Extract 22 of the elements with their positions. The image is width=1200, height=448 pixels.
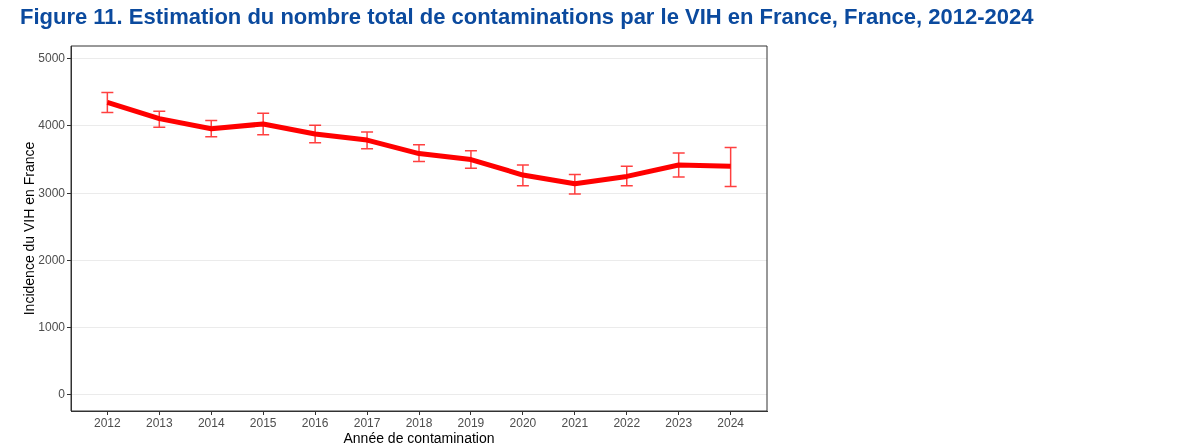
- x-tick-label: 2023: [665, 415, 693, 430]
- y-tick-label: 4000: [38, 118, 66, 133]
- x-tick-label: 2020: [509, 415, 537, 430]
- x-tick-label: 2024: [717, 415, 745, 430]
- y-tick-label: 2000: [38, 252, 66, 267]
- x-tick-label: 2022: [613, 415, 641, 430]
- chart-title: Figure 11. Estimation du nombre total de contaminations par le VIH en France, France, 2012-2024: [20, 4, 1034, 30]
- y-tick-label: 1000: [38, 319, 66, 334]
- y-axis-title: Incidence du VIH en France: [21, 141, 38, 316]
- y-tick-label: 5000: [38, 51, 66, 66]
- x-tick-label: 2018: [405, 415, 433, 430]
- x-tick-label: 2021: [561, 415, 589, 430]
- x-tick-label: 2017: [353, 415, 381, 430]
- x-tick-label: 2015: [249, 415, 277, 430]
- x-tick-label: 2014: [197, 415, 225, 430]
- x-tick-label: 2012: [94, 415, 122, 430]
- x-axis-title: Année de contamination: [343, 430, 495, 447]
- y-tick-label: 0: [58, 387, 66, 402]
- y-tick-label: 3000: [38, 185, 66, 200]
- x-tick-label: 2016: [301, 415, 329, 430]
- x-tick-label: 2019: [457, 415, 485, 430]
- x-tick-label: 2013: [145, 415, 173, 430]
